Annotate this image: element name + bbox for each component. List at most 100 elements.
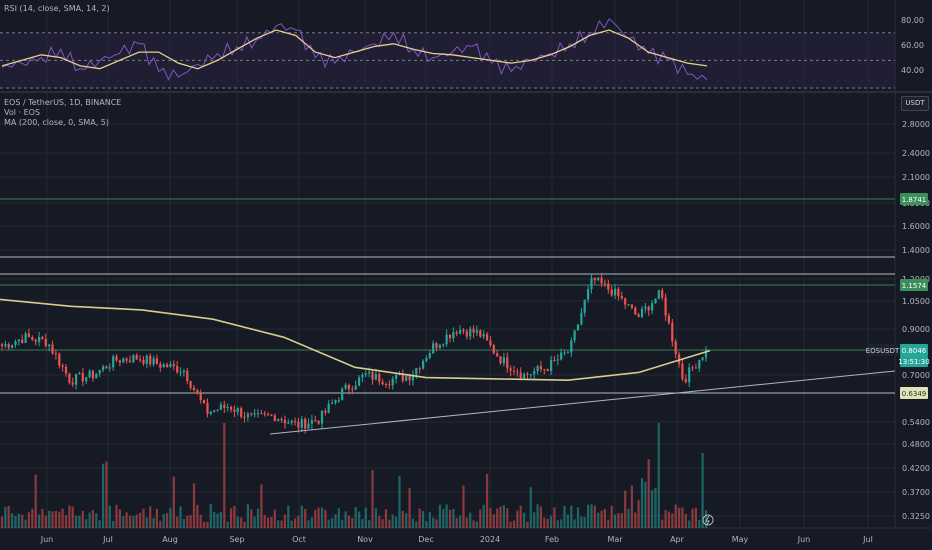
candle-body xyxy=(475,330,478,333)
volume-bar xyxy=(455,518,458,528)
volume-bar xyxy=(361,519,364,528)
volume-bar xyxy=(570,505,573,528)
candle-body xyxy=(186,370,189,382)
candle-body xyxy=(486,334,489,341)
candle-body xyxy=(51,344,54,354)
volume-bar xyxy=(560,519,563,528)
candle-body xyxy=(216,409,219,411)
volume-bar xyxy=(603,508,606,528)
volume-bar xyxy=(105,461,108,528)
candle-body xyxy=(300,419,303,428)
candle-body xyxy=(378,373,381,382)
volume-bar xyxy=(189,515,192,528)
date-axis-label: Apr xyxy=(670,535,685,544)
volume-bar xyxy=(543,517,546,528)
volume-bar xyxy=(580,516,583,528)
candle-body xyxy=(361,375,364,378)
candle-body xyxy=(624,298,627,305)
volume-bar xyxy=(459,515,462,528)
lightning-icon-glyph xyxy=(705,515,710,526)
candle-body xyxy=(395,374,398,379)
volume-bar xyxy=(17,513,20,528)
volume-bar xyxy=(448,509,452,528)
rsi-legend: RSI (14, close, SMA, 14, 2) xyxy=(4,4,110,14)
volume-bar xyxy=(192,483,196,528)
candle-body xyxy=(482,334,485,337)
candle-body xyxy=(610,289,613,296)
volume-bar xyxy=(166,513,169,528)
volume-bar xyxy=(118,509,121,528)
volume-bar xyxy=(620,513,623,528)
volume-bar xyxy=(236,516,239,528)
candle-body xyxy=(691,367,694,369)
volume-bar xyxy=(469,512,472,528)
candle-body xyxy=(44,339,47,347)
candle-body xyxy=(81,373,84,382)
candle-body xyxy=(681,363,684,379)
price-axis-label: 2.1000 xyxy=(902,173,930,182)
candle-body xyxy=(543,369,546,371)
currency-badge[interactable]: USDT xyxy=(901,96,929,111)
volume-bar xyxy=(516,510,519,528)
candle-body xyxy=(17,339,20,342)
volume-bar xyxy=(523,512,526,528)
candle-body xyxy=(546,369,549,372)
candle-body xyxy=(664,297,667,316)
candle-body xyxy=(128,360,132,363)
volume-bar xyxy=(287,505,290,528)
volume-bar xyxy=(533,512,536,528)
candle-body xyxy=(209,411,212,414)
candle-body xyxy=(31,337,34,340)
candle-body xyxy=(425,358,428,361)
volume-bar xyxy=(610,505,613,528)
candle-body xyxy=(304,419,307,429)
volume-bar xyxy=(442,508,445,528)
volume-bar xyxy=(91,510,94,528)
candle-body xyxy=(358,377,361,386)
date-axis-label: Jul xyxy=(862,535,873,544)
volume-bar xyxy=(300,505,303,528)
volume-bar xyxy=(102,463,105,528)
candle-body xyxy=(563,352,566,354)
candle-body xyxy=(539,366,542,370)
candle-body xyxy=(152,358,155,365)
price-candles[interactable] xyxy=(0,272,708,434)
candle-body xyxy=(489,340,492,346)
candle-body xyxy=(506,357,509,369)
volume-bar xyxy=(88,512,91,528)
date-axis-label: Feb xyxy=(545,535,559,544)
candle-body xyxy=(435,343,438,348)
volume-bar xyxy=(260,484,263,528)
candle-body xyxy=(391,378,394,386)
volume-bar xyxy=(539,506,542,528)
candle-body xyxy=(203,400,206,404)
volume-bar xyxy=(71,506,74,528)
price-axis-label: 1.0500 xyxy=(902,297,930,306)
candle-body xyxy=(469,328,472,337)
volume-bar xyxy=(566,514,569,528)
candle-body xyxy=(314,420,317,422)
candle-body xyxy=(122,358,125,363)
volume-bar xyxy=(75,515,78,528)
ma-label[interactable]: MA (200, close, 0, SMA, 5) xyxy=(4,118,110,127)
candle-body xyxy=(684,378,687,383)
candle-body xyxy=(401,373,404,381)
candle-body xyxy=(320,410,324,424)
volume-bar xyxy=(502,505,505,528)
volume-bar xyxy=(371,470,374,528)
volume-bar xyxy=(230,508,233,528)
trendline-line xyxy=(269,370,896,435)
volume-bar xyxy=(479,509,482,528)
volume-bar xyxy=(614,514,617,528)
volume-label[interactable]: Vol · EOS xyxy=(4,108,41,117)
symbol-title[interactable]: EOS / TetherUS, 1D, BINANCE xyxy=(4,98,122,107)
volume-bar xyxy=(704,510,708,528)
volume-bar xyxy=(634,512,637,528)
candle-body xyxy=(297,421,300,428)
volume-bar xyxy=(536,504,539,528)
candle-body xyxy=(529,374,532,376)
volume-bar xyxy=(64,515,68,528)
candle-body xyxy=(0,344,4,347)
candle-body xyxy=(182,370,185,373)
